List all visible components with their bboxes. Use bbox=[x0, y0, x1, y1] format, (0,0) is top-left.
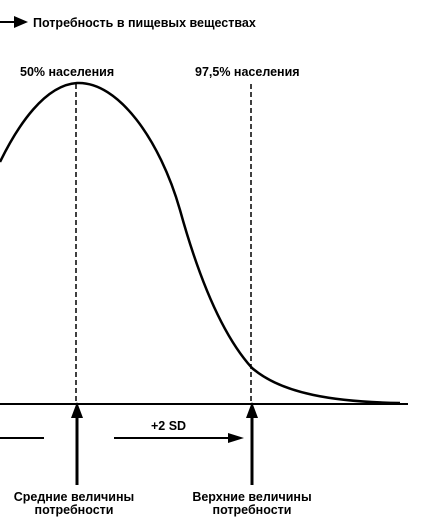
mean-up-arrow-icon bbox=[71, 402, 83, 485]
upper-requirement-label-line2: потребности bbox=[213, 503, 292, 517]
upper-up-arrow-icon bbox=[246, 402, 258, 485]
upper-requirement-label-line1: Верхние величины bbox=[192, 490, 311, 504]
sd-label: +2 SD bbox=[151, 419, 186, 433]
mean-requirement-label-line1: Средние величины bbox=[14, 490, 134, 504]
sd-right-arrow-icon bbox=[114, 433, 244, 443]
upper-population-label: 97,5% населения bbox=[195, 65, 300, 79]
mean-population-label: 50% населения bbox=[20, 65, 114, 79]
title-arrow-icon bbox=[0, 16, 28, 28]
mean-requirement-label-line2: потребности bbox=[35, 503, 114, 517]
diagram-title: Потребность в пищевых веществах bbox=[33, 16, 256, 30]
distribution-curve bbox=[0, 81, 401, 405]
